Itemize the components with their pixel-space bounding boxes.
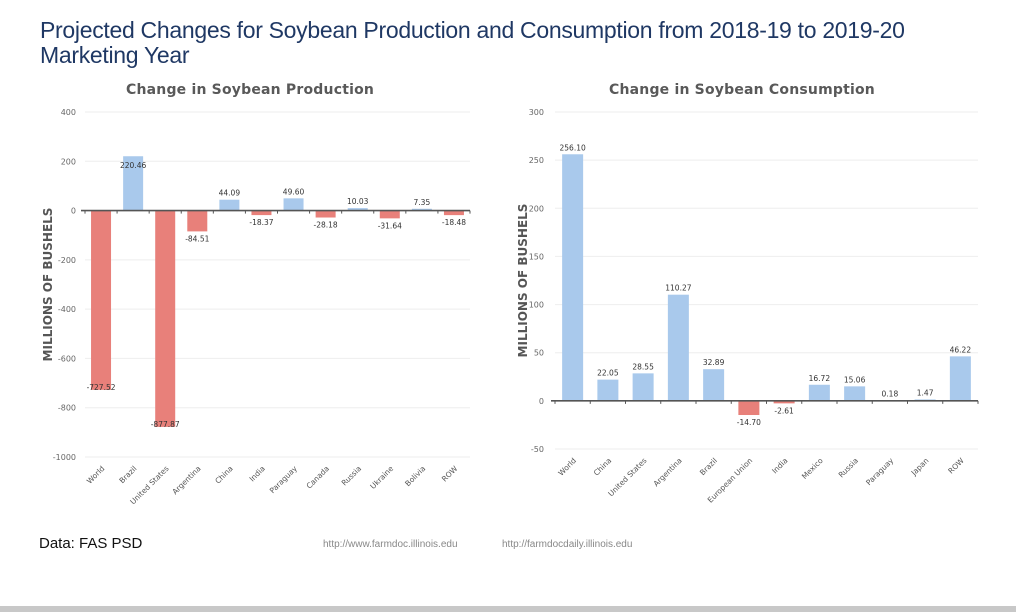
consumption-category-label: China: [592, 456, 614, 478]
consumption-data-label: 256.10: [560, 143, 586, 152]
production-ytick-label: 400: [61, 108, 76, 117]
production-data-label: 7.35: [414, 198, 431, 207]
consumption-bar-mexico: [808, 384, 830, 401]
data-source: Data: FAS PSD: [39, 535, 143, 552]
production-data-label: -18.37: [249, 218, 273, 227]
production-bar-world: [91, 210, 112, 390]
production-bar-row: [443, 210, 464, 216]
production-ytick-label: -400: [58, 305, 76, 314]
consumption-data-label: 32.89: [703, 358, 725, 367]
production-data-label: 10.03: [347, 197, 369, 206]
production-ytick-label: 200: [61, 157, 76, 166]
production-category-label: Canada: [304, 464, 331, 491]
production-bar-united-states: [155, 210, 176, 427]
consumption-data-label: 28.55: [632, 362, 654, 371]
consumption-ytick-label: 50: [534, 349, 544, 358]
production-data-label: 49.60: [283, 187, 305, 196]
production-bar-india: [251, 210, 272, 216]
consumption-category-label: Brazil: [698, 456, 719, 477]
production-bar-ukraine: [379, 210, 400, 219]
consumption-ytick-label: 250: [529, 156, 544, 165]
production-ytick-label: 0: [71, 207, 76, 216]
production-data-label: -84.51: [185, 234, 209, 243]
consumption-data-label: 0.18: [882, 390, 899, 399]
production-category-label: Brazil: [117, 464, 138, 485]
consumption-category-label: Paraguay: [864, 456, 896, 488]
production-category-label: Russia: [340, 464, 363, 487]
consumption-category-label: Russia: [837, 456, 860, 479]
production-ytick-label: -600: [58, 354, 76, 363]
consumption-category-label: India: [770, 456, 789, 475]
consumption-ytick-label: 150: [529, 252, 544, 261]
production-category-label: Ukraine: [368, 464, 395, 491]
production-data-label: -727.52: [87, 383, 116, 392]
consumption-data-label: -14.70: [737, 418, 761, 427]
production-data-label: -28.18: [314, 221, 338, 230]
consumption-category-label: ROW: [946, 456, 966, 476]
consumption-y-axis-label: MILLIONS OF BUSHELS: [516, 204, 530, 358]
consumption-bar-argentina: [667, 294, 689, 401]
production-category-label: ROW: [440, 464, 460, 484]
bottom-divider: [0, 606, 1016, 612]
farmdocdaily-url[interactable]: http://farmdocdaily.illinois.edu: [502, 539, 633, 550]
farmdoc-url[interactable]: http://www.farmdoc.illinois.edu: [323, 539, 458, 550]
production-bar-brazil: [123, 156, 144, 211]
consumption-category-label: World: [556, 456, 578, 478]
consumption-category-label: Argentina: [652, 456, 684, 488]
consumption-data-label: 46.22: [950, 345, 972, 354]
production-data-label: -31.64: [378, 221, 402, 230]
consumption-data-label: 110.27: [665, 284, 691, 293]
production-bar-bolivia: [411, 208, 432, 211]
consumption-ytick-label: 0: [539, 397, 544, 406]
production-bar-argentina: [187, 210, 208, 232]
consumption-ytick-label: 300: [529, 108, 544, 117]
production-bar-china: [219, 199, 240, 211]
consumption-bar-brazil: [703, 369, 725, 401]
production-category-label: India: [247, 464, 266, 483]
consumption-ytick-label: 200: [529, 204, 544, 213]
production-bar-russia: [347, 208, 368, 211]
consumption-ytick-label: -50: [531, 445, 544, 454]
main-title: Projected Changes for Soybean Production…: [40, 17, 905, 68]
consumption-bar-united-states: [632, 373, 654, 401]
consumption-category-label: Mexico: [800, 456, 825, 481]
consumption-data-label: 22.05: [597, 369, 619, 378]
consumption-data-label: 15.06: [844, 375, 866, 384]
production-category-label: World: [85, 464, 107, 486]
consumption-ytick-label: 100: [529, 301, 544, 310]
production-data-label: 44.09: [219, 189, 241, 198]
production-ytick-label: -200: [58, 256, 76, 265]
consumption-chart-title: Change in Soybean Consumption: [609, 82, 875, 98]
production-data-label: 220.46: [120, 161, 146, 170]
production-y-axis-label: MILLIONS OF BUSHELS: [41, 208, 55, 362]
consumption-bar-russia: [844, 386, 866, 401]
production-bar-canada: [315, 210, 336, 218]
consumption-category-label: Japan: [909, 456, 931, 478]
consumption-data-label: -2.61: [774, 406, 794, 415]
consumption-bar-world: [562, 154, 584, 401]
production-data-label: -18.48: [442, 218, 466, 227]
consumption-bar-row: [949, 356, 971, 401]
production-bar-paraguay: [283, 198, 304, 211]
production-category-label: Argentina: [170, 464, 202, 496]
production-ytick-label: -800: [58, 404, 76, 413]
consumption-bar-india: [773, 400, 795, 404]
production-category-label: China: [213, 464, 235, 486]
consumption-bar-european-union: [738, 400, 760, 416]
production-category-label: Paraguay: [268, 464, 300, 496]
production-data-label: -877.87: [151, 420, 180, 429]
production-ytick-label: -1000: [53, 453, 76, 462]
production-chart-title: Change in Soybean Production: [126, 82, 375, 98]
consumption-data-label: 16.72: [809, 374, 831, 383]
production-category-label: Bolivia: [403, 464, 427, 488]
consumption-data-label: 1.47: [917, 388, 934, 397]
consumption-bar-china: [597, 379, 619, 401]
